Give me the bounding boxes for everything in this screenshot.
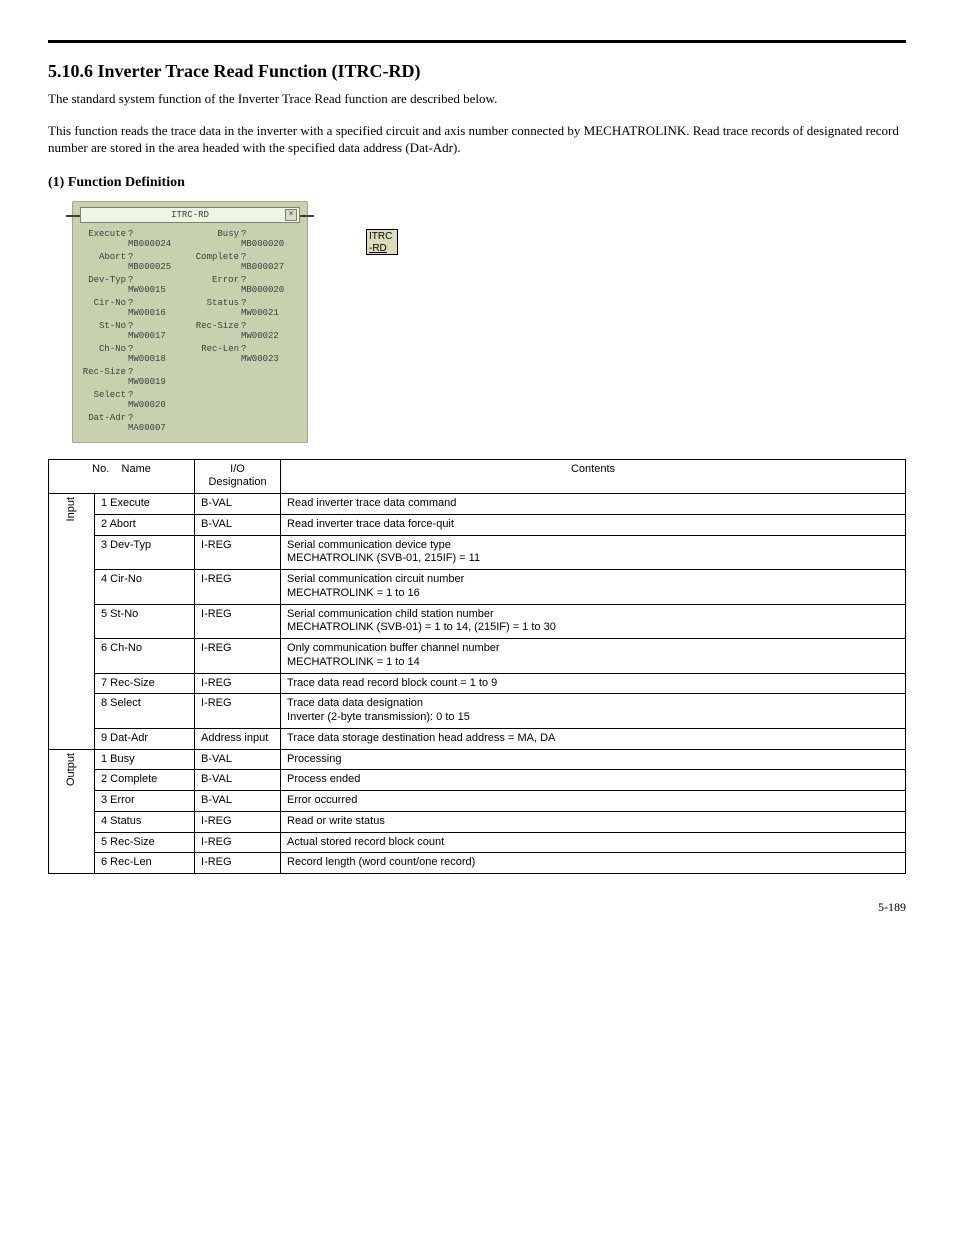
- th-io: I/O Designation: [195, 459, 281, 494]
- itrc-title: ITRC-RD ×: [80, 207, 300, 223]
- input-field: Select?MW00020: [80, 390, 187, 412]
- itrc-title-text: ITRC-RD: [171, 210, 209, 220]
- output-field: Complete?MB000027: [193, 252, 300, 274]
- table-row: 6 Ch-NoI-REGOnly communication buffer ch…: [49, 639, 906, 674]
- input-field: St-No?MW00017: [80, 321, 187, 343]
- section-title: 5.10.6 Inverter Trace Read Function (ITR…: [48, 61, 906, 82]
- input-field: Dev-Typ?MW00015: [80, 275, 187, 297]
- table-row: 8 SelectI-REGTrace data data designation…: [49, 694, 906, 729]
- table-row: 2 AbortB-VALRead inverter trace data for…: [49, 514, 906, 535]
- table-row: 2 CompleteB-VALProcess ended: [49, 770, 906, 791]
- format-subhead: (1) Function Definition: [48, 175, 906, 191]
- group-cell: Input: [49, 494, 95, 750]
- badge-line-1: ITRC: [369, 231, 392, 242]
- table-row: Output1 BusyB-VALProcessing: [49, 749, 906, 770]
- input-field: Cir-No?MW00016: [80, 298, 187, 320]
- output-field: Error?MB000020: [193, 275, 300, 297]
- output-field: Rec-Len?MW00023: [193, 344, 300, 366]
- table-row: 7 Rec-SizeI-REGTrace data read record bl…: [49, 673, 906, 694]
- table-row: 9 Dat-AdrAddress inputTrace data storage…: [49, 728, 906, 749]
- input-field: Ch-No?MW00018: [80, 344, 187, 366]
- page: 5.10.6 Inverter Trace Read Function (ITR…: [0, 0, 954, 1235]
- parameter-table: No. Name I/O Designation Contents Input1…: [48, 459, 906, 875]
- badge-line-2: -RD: [369, 243, 387, 254]
- itrc-rd-icon: ITRC -RD: [366, 229, 398, 255]
- itrc-header: ITRC-RD ×: [80, 207, 300, 223]
- table-row: 6 Rec-LenI-REGRecord length (word count/…: [49, 853, 906, 874]
- page-number: 5-189: [48, 900, 906, 915]
- input-field: Dat-Adr?MA00007: [80, 413, 187, 435]
- itrc-rd-block: ITRC-RD × Execute?MB000024 Busy?MB000020 A…: [72, 201, 308, 443]
- output-field: Busy?MB000020: [193, 229, 300, 251]
- th-no-name: No. Name: [49, 459, 195, 494]
- table-row: 5 St-NoI-REGSerial communication child s…: [49, 604, 906, 639]
- output-field: Rec-Size?MW00022: [193, 321, 300, 343]
- intro-paragraph-1: The standard system function of the Inve…: [48, 90, 906, 108]
- table-row: 3 Dev-TypI-REGSerial communication devic…: [49, 535, 906, 570]
- table-header-row: No. Name I/O Designation Contents: [49, 459, 906, 494]
- input-field: Abort?MB000025: [80, 252, 187, 274]
- table-row: 5 Rec-SizeI-REGActual stored record bloc…: [49, 832, 906, 853]
- intro-paragraph-2: This function reads the trace data in th…: [48, 122, 906, 157]
- input-field: Rec-Size?MW00019: [80, 367, 187, 389]
- th-contents: Contents: [281, 459, 906, 494]
- table-row: 4 StatusI-REGRead or write status: [49, 811, 906, 832]
- table-row: 3 ErrorB-VALError occurred: [49, 791, 906, 812]
- function-block-area: ITRC-RD × Execute?MB000024 Busy?MB000020 A…: [48, 201, 906, 443]
- output-field: [193, 367, 300, 389]
- output-field: [193, 390, 300, 412]
- itrc-io-grid: Execute?MB000024 Busy?MB000020 Abort?MB000…: [80, 229, 300, 435]
- close-icon: ×: [285, 209, 297, 221]
- group-cell: Output: [49, 749, 95, 874]
- top-rule: [48, 40, 906, 43]
- input-field: Execute?MB000024: [80, 229, 187, 251]
- output-field: [193, 413, 300, 435]
- table-row: Input1 ExecuteB-VALRead inverter trace d…: [49, 494, 906, 515]
- output-field: Status?MW00021: [193, 298, 300, 320]
- table-row: 4 Cir-NoI-REGSerial communication circui…: [49, 570, 906, 605]
